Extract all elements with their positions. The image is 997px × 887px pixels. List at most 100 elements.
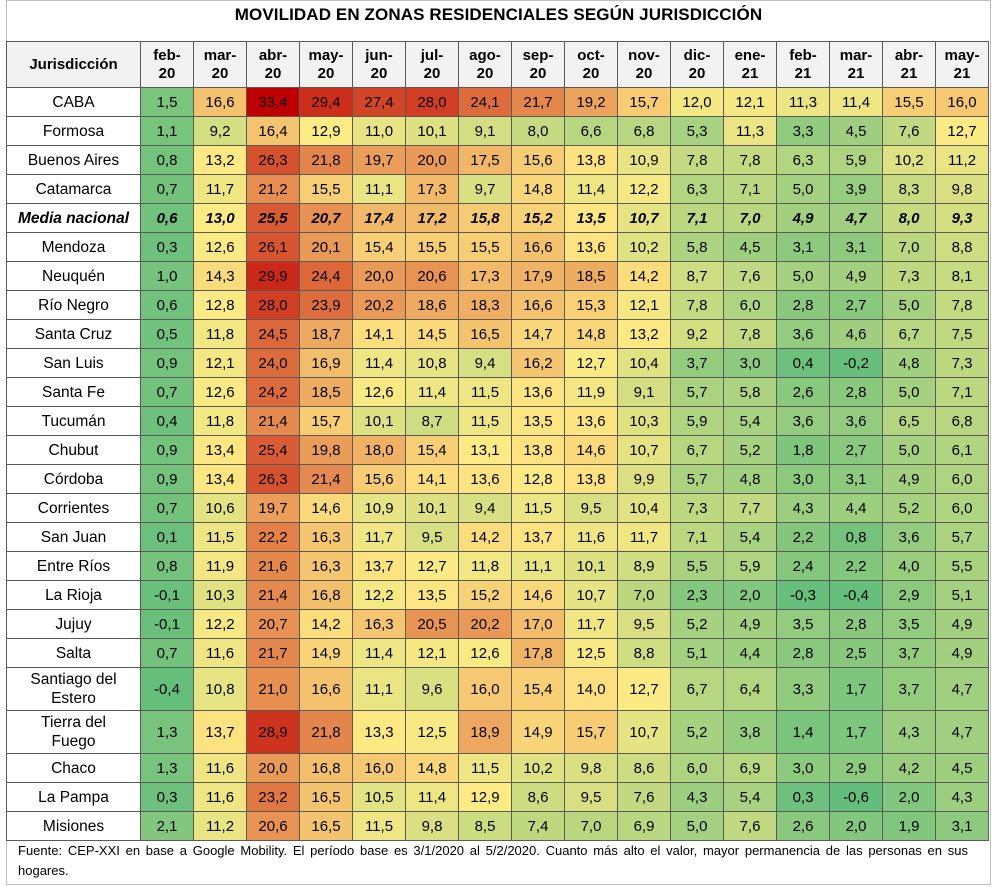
heat-cell: 17,2	[405, 203, 459, 233]
jurisdiction-name-part: Formosa	[42, 122, 105, 140]
heat-cell: 11,7	[193, 174, 247, 204]
jurisdiction-label: Formosa	[6, 116, 141, 146]
jurisdiction-name-part: Chaco	[51, 759, 96, 777]
jurisdiction-label: Mendoza	[6, 232, 141, 262]
column-header-part: 20	[529, 64, 547, 82]
heat-cell: 11,7	[564, 609, 618, 639]
heat-cell: 1,8	[776, 435, 830, 465]
heat-cell: 0,7	[140, 493, 194, 523]
heat-cell: 3,7	[670, 348, 724, 378]
heat-cell: 20,0	[352, 261, 406, 291]
heat-cell: 2,1	[140, 811, 194, 841]
heat-cell: 2,0	[829, 811, 883, 841]
heat-cell: 2,5	[829, 638, 883, 668]
heat-cell: 3,1	[935, 811, 989, 841]
heat-cell: 5,0	[776, 174, 830, 204]
jurisdiction-name-part: Jujuy	[55, 615, 92, 633]
heat-cell: 6,0	[935, 493, 989, 523]
column-header: sep- 20	[511, 41, 565, 88]
heat-cell: 12,7	[617, 667, 671, 711]
heat-cell: 3,0	[776, 464, 830, 494]
heat-cell: 5,2	[723, 435, 777, 465]
table-row: Entre Ríos 0,8 11,9 21,6 16,3 13,7 12,7 11,8 11,…	[6, 551, 989, 581]
column-header: jun- 20	[352, 41, 406, 88]
heat-cell: 11,4	[352, 638, 406, 668]
column-header: ene- 21	[723, 41, 777, 88]
heat-cell: 12,2	[352, 580, 406, 610]
column-header-part: mar-	[203, 46, 237, 64]
heat-cell: 25,5	[246, 203, 300, 233]
heat-cell: 12,8	[511, 464, 565, 494]
heat-cell: 9,2	[670, 319, 724, 349]
heat-cell: 16,6	[299, 667, 353, 711]
heat-cell: 24,2	[246, 377, 300, 407]
jurisdiction-label: Neuquén	[6, 261, 141, 291]
heat-cell: 10,7	[564, 580, 618, 610]
heat-cell: 5,2	[670, 710, 724, 754]
heat-cell: 6,4	[723, 667, 777, 711]
heat-cell: 0,8	[829, 522, 883, 552]
heat-cell: 11,7	[617, 522, 671, 552]
heat-cell: 10,8	[193, 667, 247, 711]
heat-cell: 16,0	[935, 87, 989, 117]
table-row: Catamarca 0,7 11,7 21,2 15,5 11,1 17,3 9,7 14,8 1…	[6, 174, 989, 204]
heat-cell: 20,7	[246, 609, 300, 639]
heat-cell: 5,7	[670, 377, 724, 407]
heat-cell: 14,2	[458, 522, 512, 552]
heat-cell: 9,1	[458, 116, 512, 146]
column-header-part: oct-	[577, 46, 605, 64]
heat-cell: 6,0	[935, 464, 989, 494]
jurisdiction-label: CABA	[6, 87, 141, 117]
heat-cell: 20,6	[405, 261, 459, 291]
table-row: Río Negro 0,6 12,8 28,0 23,9 20,2 18,6 18,3 16,6…	[6, 290, 989, 320]
heat-cell: 5,0	[776, 261, 830, 291]
heat-cell: -0,1	[140, 609, 194, 639]
heat-cell: 17,3	[458, 261, 512, 291]
heat-cell: 11,5	[458, 753, 512, 783]
heat-cell: 2,0	[723, 580, 777, 610]
heat-cell: 14,2	[299, 609, 353, 639]
heat-cell: 6,1	[935, 435, 989, 465]
jurisdiction-label: Tucumán	[6, 406, 141, 436]
jurisdiction-name-part: Entre Ríos	[36, 557, 111, 575]
heat-cell: 0,6	[140, 290, 194, 320]
heat-cell: 1,3	[140, 710, 194, 754]
heat-cell: 5,0	[670, 811, 724, 841]
heat-cell: 16,6	[511, 290, 565, 320]
heat-cell: 4,4	[723, 638, 777, 668]
heat-cell: 10,7	[617, 203, 671, 233]
heat-cell: 19,8	[299, 435, 353, 465]
heat-cell: 5,4	[723, 522, 777, 552]
heat-cell: 14,3	[193, 261, 247, 291]
heat-cell: 8,1	[935, 261, 989, 291]
heat-cell: 11,4	[352, 348, 406, 378]
heat-cell: 0,3	[776, 782, 830, 812]
heat-cell: 15,4	[511, 667, 565, 711]
jurisdiction-label: San Juan	[6, 522, 141, 552]
heat-cell: 16,3	[352, 609, 406, 639]
heat-cell: 6,3	[776, 145, 830, 175]
heat-cell: 11,8	[193, 406, 247, 436]
heat-cell: 5,1	[935, 580, 989, 610]
heat-cell: 6,7	[670, 435, 724, 465]
heat-cell: 2,8	[776, 290, 830, 320]
heat-cell: 21,4	[299, 464, 353, 494]
heat-cell: 2,3	[670, 580, 724, 610]
jurisdiction-label: Río Negro	[6, 290, 141, 320]
heat-cell: 4,3	[670, 782, 724, 812]
heat-cell: 15,6	[352, 464, 406, 494]
heat-cell: 10,8	[405, 348, 459, 378]
heat-cell: 8,5	[458, 811, 512, 841]
heat-cell: 0,6	[140, 203, 194, 233]
jurisdiction-label: Santa Cruz	[6, 319, 141, 349]
heat-cell: 4,5	[829, 116, 883, 146]
column-header: feb- 20	[140, 41, 194, 88]
heat-cell: 6,7	[882, 319, 936, 349]
jurisdiction-name-part: Córdoba	[43, 470, 104, 488]
heat-cell: 7,0	[617, 580, 671, 610]
heat-cell: 14,6	[564, 435, 618, 465]
heat-cell: 11,9	[564, 377, 618, 407]
heat-cell: 10,1	[405, 493, 459, 523]
table-row: San Luis 0,9 12,1 24,0 16,9 11,4 10,8 9,4 16,2 12…	[6, 348, 989, 378]
heat-cell: 10,9	[352, 493, 406, 523]
